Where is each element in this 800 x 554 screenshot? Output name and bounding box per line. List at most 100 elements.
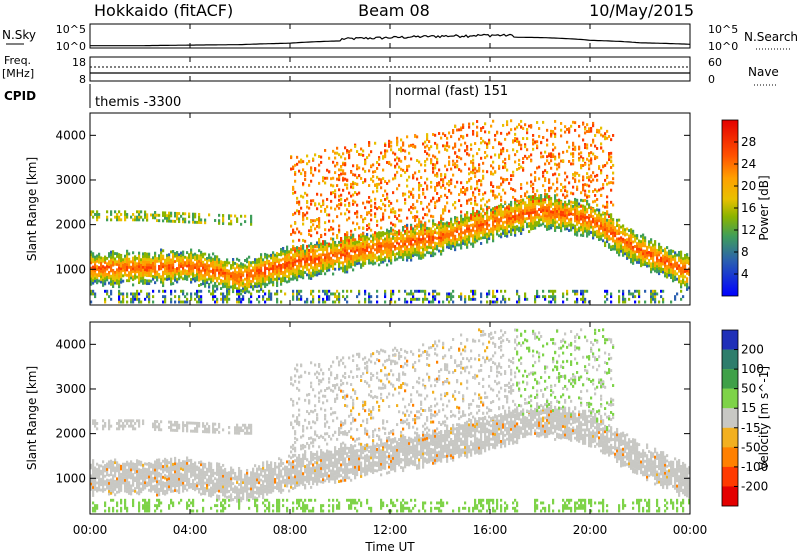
power-cell	[342, 152, 345, 156]
power-cell	[346, 259, 349, 263]
power-cell	[558, 204, 561, 208]
power-cell	[170, 277, 173, 281]
power-cell	[412, 295, 415, 299]
power-cell	[168, 216, 171, 220]
power-cell	[382, 231, 385, 234]
power-cell	[392, 228, 395, 232]
power-cell	[300, 272, 303, 276]
power-cell	[606, 136, 609, 140]
power-cell	[364, 256, 367, 260]
power-cell	[500, 152, 503, 156]
power-cell	[442, 235, 445, 239]
power-cell	[274, 292, 277, 296]
power-cell	[604, 135, 607, 139]
power-cell	[336, 260, 339, 264]
power-cell	[106, 210, 109, 214]
nsky-tick-top: 10^5	[56, 23, 86, 36]
power-cell	[602, 211, 605, 215]
power-cell	[388, 139, 391, 143]
power-cell	[416, 226, 419, 230]
power-cell	[414, 239, 417, 243]
power-cell	[614, 234, 617, 238]
power-cell	[478, 229, 481, 233]
power-cell	[618, 245, 621, 249]
power-cell	[98, 271, 101, 275]
power-cell	[376, 186, 379, 190]
power-cell	[630, 244, 633, 248]
power-cell	[578, 152, 581, 156]
power-cell	[240, 283, 243, 287]
power-cell	[472, 154, 475, 158]
power-cell	[150, 258, 153, 262]
power-cell	[548, 227, 551, 231]
power-cell	[222, 269, 225, 273]
power-cell	[182, 217, 185, 221]
power-cell	[398, 255, 401, 259]
power-cell	[362, 258, 365, 262]
power-cell	[602, 223, 605, 227]
power-cell	[150, 263, 153, 267]
power-cell	[300, 160, 303, 164]
power-cell	[480, 129, 483, 132]
power-cell	[598, 188, 601, 192]
power-cell	[452, 239, 455, 243]
power-cell	[184, 277, 187, 281]
power-cell	[574, 203, 577, 207]
power-cell	[250, 214, 253, 218]
power-cell	[132, 264, 135, 268]
power-cell	[320, 245, 323, 249]
power-cell	[662, 267, 665, 271]
power-cell	[360, 233, 363, 237]
power-cell	[510, 225, 513, 228]
power-cell	[460, 126, 463, 130]
power-cell	[458, 221, 461, 224]
power-cell	[304, 174, 307, 178]
power-cell	[306, 199, 309, 203]
power-cell	[284, 252, 287, 256]
power-cell	[482, 236, 485, 240]
power-cell	[338, 202, 341, 206]
power-cell	[600, 126, 603, 130]
power-cell	[508, 181, 511, 185]
power-cell	[588, 232, 591, 236]
power-cell	[236, 300, 239, 304]
cpid-label: CPID	[4, 89, 36, 103]
power-cell	[634, 258, 637, 262]
power-cell	[200, 272, 203, 276]
power-cell	[594, 144, 597, 148]
power-cell	[612, 221, 615, 225]
power-cell	[250, 272, 253, 275]
power-cell	[400, 159, 403, 163]
power-cell	[608, 181, 611, 185]
power-cell	[424, 228, 427, 232]
power-cell	[180, 273, 183, 276]
power-cell	[322, 289, 325, 293]
power-cell	[260, 279, 263, 283]
power-cell	[648, 253, 651, 257]
power-cell	[308, 268, 311, 272]
power-cell	[344, 203, 347, 207]
power-cell	[474, 216, 477, 220]
power-cell	[308, 232, 311, 236]
power-cell	[216, 284, 219, 288]
power-cell	[136, 256, 139, 260]
power-cell	[314, 254, 317, 258]
power-cell	[388, 259, 391, 263]
power-cell	[314, 219, 317, 223]
power-cell	[658, 266, 661, 270]
power-cell	[194, 276, 197, 280]
power-cell	[380, 207, 383, 211]
power-cell	[402, 226, 405, 229]
power-cell	[352, 233, 355, 237]
power-cell	[468, 227, 471, 231]
power-cell	[448, 246, 451, 250]
power-cell	[560, 122, 563, 125]
power-cell	[178, 253, 181, 257]
power-cell	[524, 204, 527, 207]
power-cell	[212, 295, 215, 299]
power-cell	[390, 289, 393, 293]
power-cell	[346, 257, 349, 261]
power-cell	[396, 257, 399, 261]
power-cell	[302, 268, 305, 272]
power-cell	[418, 256, 421, 260]
